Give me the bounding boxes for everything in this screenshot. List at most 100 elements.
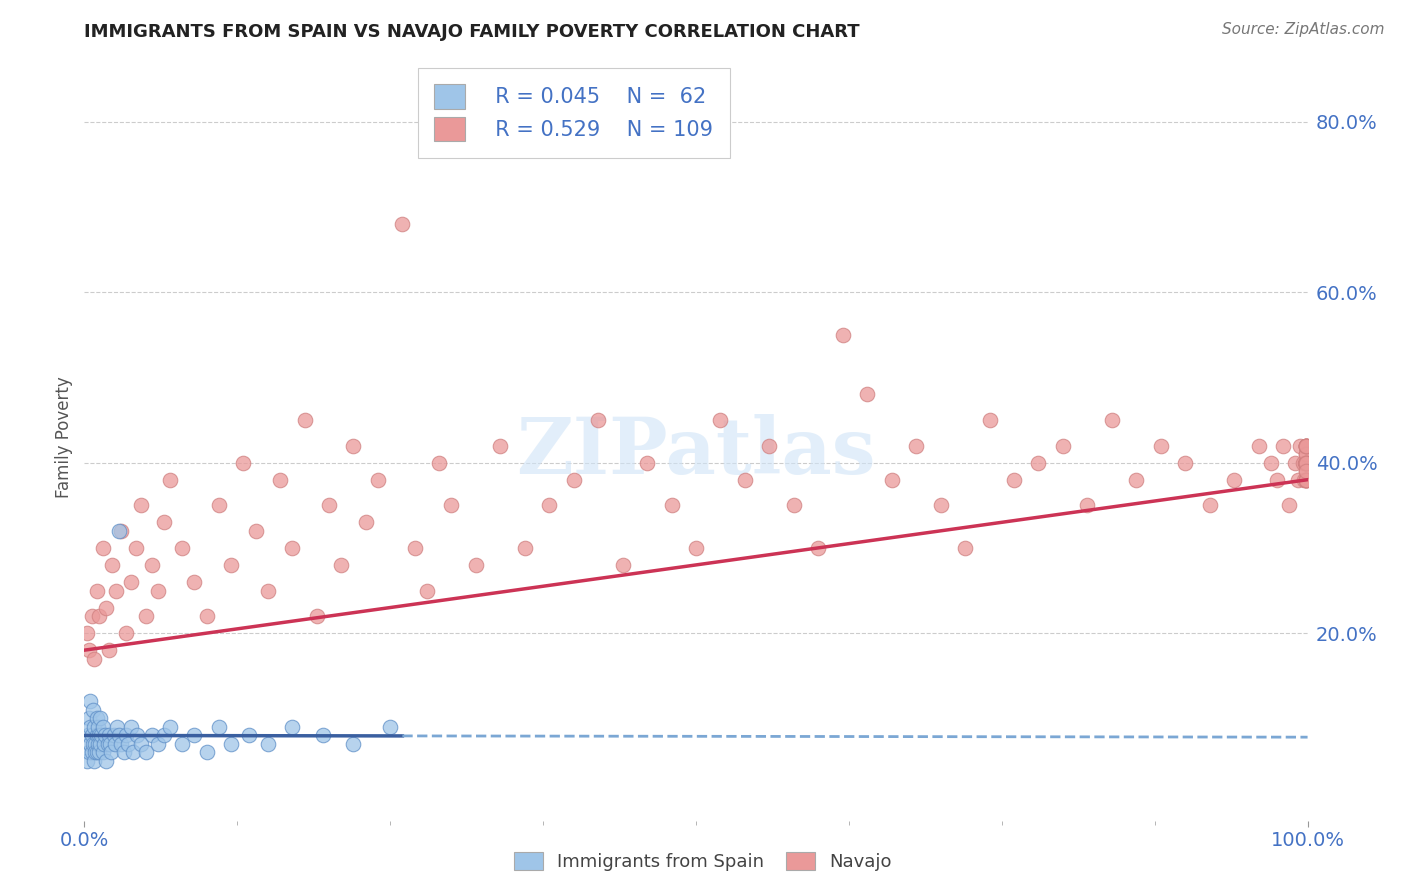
Point [257, 583, 280, 598]
Point [125, 541, 148, 555]
Point [1125, 473, 1147, 487]
Point [427, 456, 450, 470]
Point [80, 746, 103, 760]
Point [83, 651, 105, 665]
Point [89, 711, 111, 725]
Point [96, 754, 118, 768]
Point [129, 737, 152, 751]
Point [342, 439, 364, 453]
Point [1292, 473, 1315, 487]
Point [87, 746, 110, 760]
Point [1292, 456, 1315, 470]
Point [79, 694, 101, 708]
Point [83, 754, 105, 768]
Point [562, 473, 585, 487]
Point [94, 728, 117, 742]
Point [117, 737, 139, 751]
Point [93, 737, 115, 751]
Point [125, 728, 148, 742]
Point [305, 609, 328, 624]
Point [219, 558, 242, 572]
Point [232, 456, 254, 470]
Point [82, 737, 104, 751]
Point [153, 516, 176, 530]
Point [97, 737, 120, 751]
Point [76, 754, 98, 768]
Point [83, 720, 105, 734]
Point [734, 473, 756, 487]
Point [1295, 439, 1317, 453]
Point [77, 643, 100, 657]
Point [86, 711, 108, 725]
Point [1198, 498, 1220, 512]
Point [1284, 456, 1306, 470]
Point [1052, 439, 1074, 453]
Point [1295, 439, 1317, 453]
Point [1247, 439, 1270, 453]
Point [86, 728, 108, 742]
Point [1101, 413, 1123, 427]
Legend:   R = 0.045    N =  62,   R = 0.529    N = 109: R = 0.045 N = 62, R = 0.529 N = 109 [418, 68, 730, 158]
Point [86, 746, 108, 760]
Point [1295, 464, 1317, 478]
Point [257, 737, 280, 751]
Point [709, 413, 731, 427]
Point [612, 558, 634, 572]
Point [1278, 498, 1301, 512]
Point [929, 498, 952, 512]
Point [90, 728, 112, 742]
Point [1295, 456, 1317, 470]
Point [98, 737, 121, 751]
Point [96, 600, 118, 615]
Point [122, 746, 145, 760]
Point [91, 746, 114, 760]
Point [489, 439, 512, 453]
Point [1289, 439, 1312, 453]
Point [1295, 447, 1317, 461]
Point [1295, 473, 1317, 487]
Point [86, 583, 108, 598]
Point [80, 728, 103, 742]
Point [238, 728, 260, 742]
Point [294, 413, 316, 427]
Point [183, 728, 205, 742]
Point [856, 387, 879, 401]
Point [77, 711, 100, 725]
Point [100, 746, 122, 760]
Point [1028, 456, 1050, 470]
Point [1286, 473, 1309, 487]
Point [783, 498, 806, 512]
Point [105, 583, 128, 598]
Point [105, 720, 128, 734]
Point [115, 728, 138, 742]
Point [354, 516, 377, 530]
Point [1295, 473, 1317, 487]
Point [112, 746, 135, 760]
Point [391, 217, 413, 231]
Point [661, 498, 683, 512]
Point [1295, 456, 1317, 470]
Point [146, 583, 169, 598]
Point [1295, 439, 1317, 453]
Point [1295, 439, 1317, 453]
Point [104, 737, 127, 751]
Point [172, 541, 194, 555]
Point [1295, 456, 1317, 470]
Point [110, 524, 132, 538]
Point [1295, 439, 1317, 453]
Point [513, 541, 536, 555]
Point [342, 737, 364, 751]
Point [1150, 439, 1173, 453]
Point [1295, 473, 1317, 487]
Point [312, 728, 335, 742]
Point [1265, 473, 1288, 487]
Point [87, 609, 110, 624]
Point [1295, 456, 1317, 470]
Point [80, 609, 103, 624]
Point [76, 626, 98, 640]
Point [807, 541, 830, 555]
Point [77, 746, 100, 760]
Point [318, 498, 340, 512]
Point [367, 473, 389, 487]
Point [1295, 439, 1317, 453]
